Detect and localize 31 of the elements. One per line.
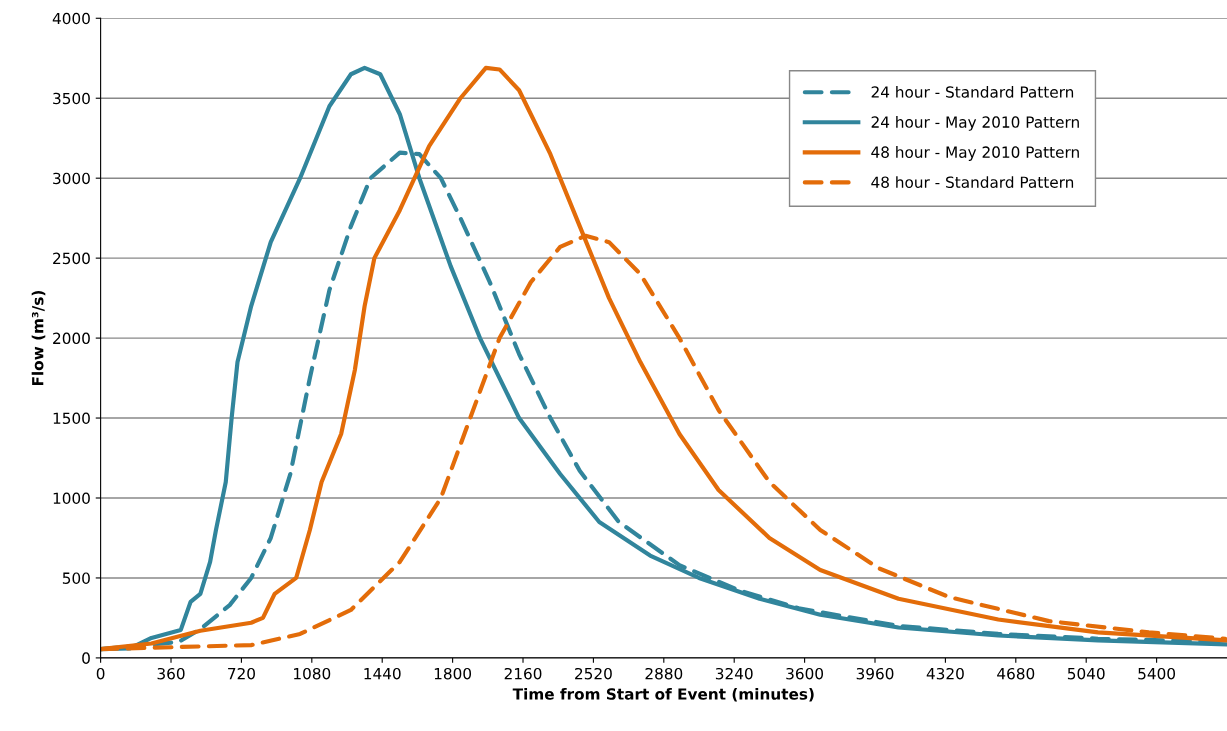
x-tick-label: 0: [96, 667, 105, 680]
x-tick-label: 2160: [504, 667, 542, 680]
y-tick-label: 2500: [53, 252, 90, 265]
legend-label: 24 hour - May 2010 Pattern: [871, 116, 1079, 131]
y-axis-title: Flow (m³/s): [31, 290, 46, 386]
y-tick-label: 1500: [53, 412, 90, 425]
x-tick-label: 2880: [645, 667, 683, 680]
x-tick-label: 4320: [926, 667, 964, 680]
x-tick-label: 3960: [856, 667, 894, 680]
y-tick-label: 2000: [53, 332, 90, 345]
x-tick-label: 5400: [1138, 667, 1176, 680]
y-tick-label: 0: [82, 652, 90, 664]
legend-label: 24 hour - Standard Pattern: [871, 85, 1074, 98]
x-tick-label: 360: [157, 667, 185, 680]
x-tick-label: 3600: [786, 667, 824, 680]
y-tick-label: 3500: [53, 92, 90, 105]
x-tick-label: 2520: [575, 667, 612, 680]
x-tick-label: 5040: [1067, 667, 1105, 680]
x-tick-label: 1800: [434, 667, 472, 680]
y-tick-label: 3000: [53, 172, 90, 185]
legend-label: 48 hour - May 2010 Pattern: [871, 146, 1079, 161]
x-tick-label: 4680: [997, 667, 1035, 680]
x-tick-label: 1440: [364, 667, 401, 680]
x-tick-label: 720: [228, 667, 255, 680]
x-axis-title: Time from Start of Event (minutes): [512, 687, 814, 702]
legend-label: 48 hour - Standard Pattern: [871, 176, 1074, 188]
x-tick-label: 3240: [715, 667, 753, 680]
y-tick-label: 500: [62, 572, 90, 584]
y-tick-label: 1000: [53, 492, 90, 505]
y-tick-label: 4000: [52, 12, 90, 25]
x-tick-label: 1080: [294, 667, 331, 680]
